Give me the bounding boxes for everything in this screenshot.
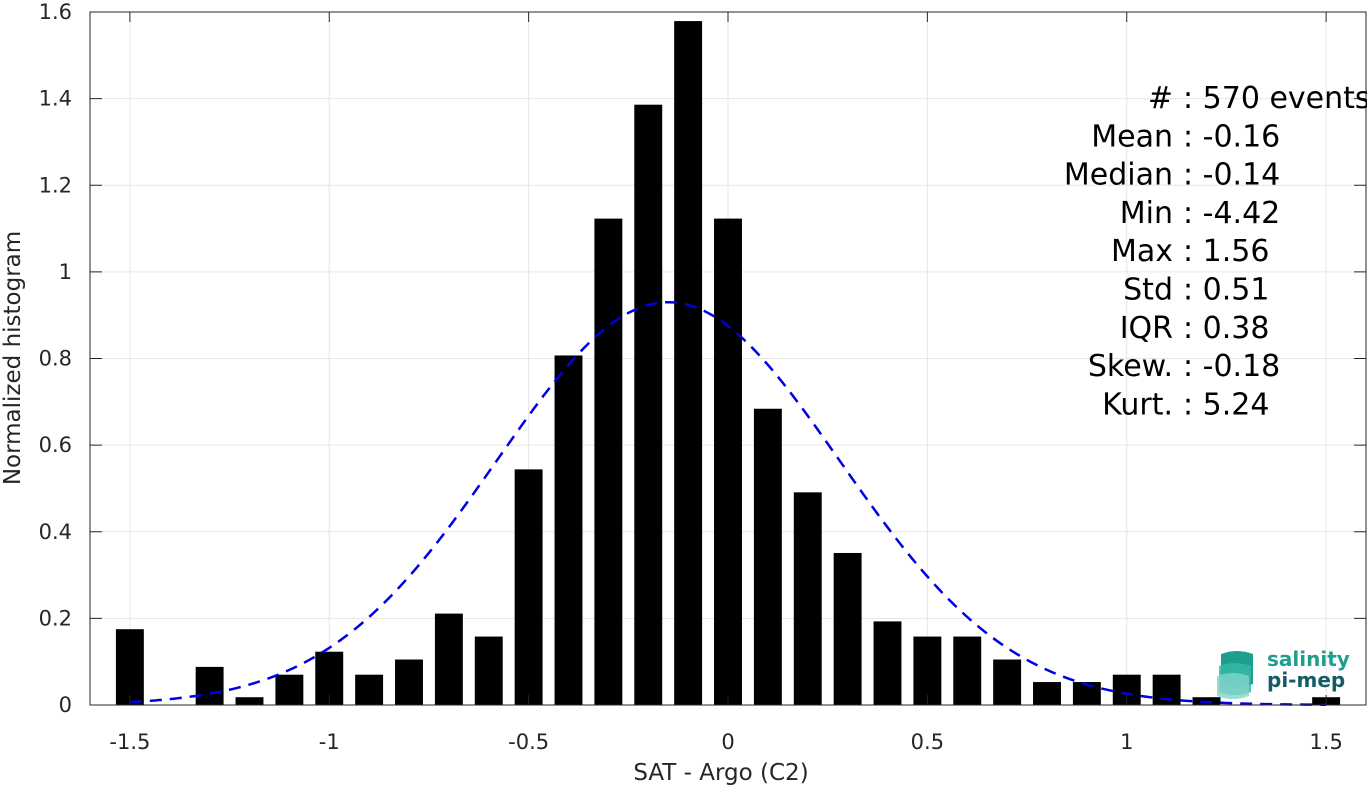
y-tick-labels: 0 0.2 0.4 0.6 0.8 1 1.2 1.4 1.6 (39, 0, 72, 717)
y-tick-label: 0.4 (39, 520, 72, 544)
gaussian-fit-curve (129, 300, 1327, 706)
y-tick-label: 1 (59, 260, 72, 284)
x-tick-label: 1.5 (1309, 730, 1342, 754)
salinity-logo-icon (1217, 651, 1253, 699)
stats-box: # : 570 events Mean : -0.16 Median : -0.14… (1064, 81, 1367, 422)
x-tick-label: 1 (1120, 730, 1133, 754)
bars (115, 21, 1341, 706)
x-tick-label: -0.5 (508, 730, 549, 754)
x-tick-label: 0.5 (911, 730, 944, 754)
stat-value: : -0.16 (1183, 119, 1280, 154)
histogram-bar (554, 355, 583, 705)
histogram-bar (355, 674, 384, 705)
logo-text-salinity: salinity (1267, 647, 1350, 671)
stat-value: : -0.18 (1183, 349, 1280, 384)
histogram-bar (913, 636, 942, 705)
y-tick-label: 1.6 (39, 0, 72, 24)
histogram-bar (275, 674, 304, 705)
stat-name: Max (1111, 234, 1173, 269)
histogram-bar (594, 218, 623, 705)
y-tick-label: 1.4 (39, 87, 72, 111)
histogram-bar (115, 629, 144, 705)
stat-name: Skew. (1088, 349, 1173, 384)
histogram-bar (793, 492, 822, 705)
stat-value: : -4.42 (1183, 196, 1280, 231)
histogram-bar (395, 659, 423, 705)
logo-text-pimep: pi-mep (1267, 668, 1345, 692)
stat-value: : -0.14 (1183, 158, 1280, 193)
histogram-bar (514, 469, 543, 705)
y-tick-label: 0.6 (39, 433, 72, 457)
y-tick-label: 0 (59, 693, 72, 717)
histogram-bar (873, 621, 902, 705)
histogram-bar (1072, 682, 1101, 705)
histogram-bar (434, 613, 463, 705)
axis-ticks (90, 11, 1366, 706)
y-tick-label: 0.2 (39, 606, 72, 630)
x-tick-labels: -1.5 -1 -0.5 0 0.5 1 1.5 (109, 730, 1342, 754)
stat-name: IQR (1120, 311, 1173, 346)
stat-name: Min (1120, 196, 1173, 231)
histogram-bar (474, 636, 503, 705)
histogram-bar (1152, 674, 1181, 705)
histogram-bar (195, 666, 224, 705)
x-tick-label: 0 (721, 730, 734, 754)
y-tick-label: 0.8 (39, 347, 72, 371)
stat-value: : 0.51 (1183, 273, 1269, 308)
histogram-bar (714, 218, 742, 705)
stat-name: Std (1123, 273, 1173, 308)
y-axis-label: Normalized histogram (0, 231, 26, 485)
stat-value: : 0.38 (1183, 311, 1269, 346)
histogram-bar (993, 659, 1022, 705)
stat-name: # (1148, 81, 1173, 116)
histogram-bar (833, 552, 862, 705)
logo: salinity pi-mep (1217, 647, 1350, 699)
histogram-bar (953, 636, 982, 705)
x-tick-label: -1.5 (109, 730, 150, 754)
stat-name: Median (1064, 158, 1173, 193)
stat-name: Kurt. (1102, 387, 1173, 422)
histogram-bar (753, 408, 782, 705)
stat-value: : 1.56 (1183, 234, 1269, 269)
x-tick-label: -1 (319, 730, 340, 754)
histogram-bar (1033, 682, 1061, 705)
histogram-bar (235, 697, 264, 705)
x-axis-label: SAT - Argo (C2) (633, 760, 808, 786)
stat-value: : 5.24 (1183, 387, 1269, 422)
histogram-bar (634, 104, 663, 706)
stat-value: : 570 events (1183, 81, 1367, 116)
stat-name: Mean (1091, 119, 1173, 154)
y-tick-label: 1.2 (39, 173, 72, 197)
histogram-bar (674, 21, 703, 705)
